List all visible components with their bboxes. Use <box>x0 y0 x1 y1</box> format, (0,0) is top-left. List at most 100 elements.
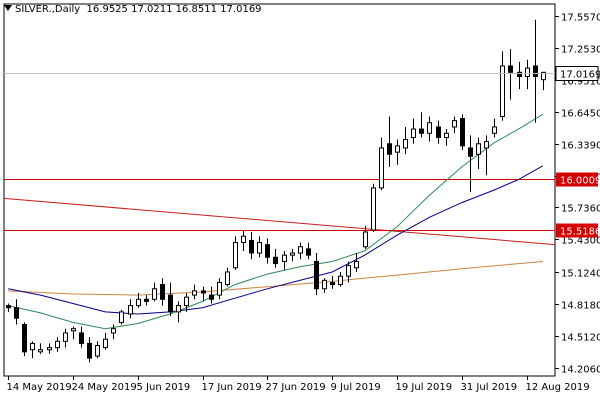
current-price-label: 17.0169 <box>560 70 600 81</box>
candle-body <box>209 294 214 300</box>
candle-body <box>476 143 481 155</box>
candle-body <box>460 118 465 147</box>
candle-body <box>87 342 92 359</box>
candle-body <box>330 281 335 286</box>
x-tick-label: 31 Jul 2019 <box>461 382 518 393</box>
y-tick-label: 15.1240 <box>561 269 600 280</box>
low-value: 16.8511 <box>175 4 217 15</box>
candle-body <box>144 298 149 302</box>
candle-body <box>184 296 189 307</box>
candle-body <box>298 246 303 254</box>
candle-body <box>363 231 368 248</box>
candle-body <box>419 128 424 134</box>
y-tick-label: 14.2060 <box>561 365 600 376</box>
candle-body <box>192 290 197 296</box>
candle-body <box>484 141 489 149</box>
candle-body <box>508 65 513 73</box>
y-tick-label: 17.5570 <box>561 13 600 24</box>
y-tick-label: 14.5120 <box>561 333 600 344</box>
candle-body <box>71 328 76 332</box>
candle-body <box>128 305 133 315</box>
candle-body <box>444 132 449 138</box>
candle-body <box>387 143 392 155</box>
chart-header: SILVER.,Daily 16.9525 17.0211 16.8511 17… <box>4 4 262 15</box>
symbol-dropdown-icon[interactable] <box>4 5 12 11</box>
candle-body <box>541 71 546 81</box>
candle-body <box>306 248 311 256</box>
candle-body <box>436 126 441 138</box>
candle-body <box>111 328 116 334</box>
level-label: 15.5186 <box>560 227 600 238</box>
x-tick-label: 9 Jul 2019 <box>331 382 381 393</box>
y-tick-label: 17.2530 <box>561 45 600 56</box>
candle-body <box>371 187 376 231</box>
candle-body <box>322 279 327 290</box>
candle-body <box>119 311 124 323</box>
candle-body <box>403 139 408 149</box>
candle-body <box>395 145 400 153</box>
y-tick-label: 14.8180 <box>561 301 600 312</box>
level-label: 16.0009 <box>560 176 600 187</box>
candle-body <box>265 244 270 258</box>
candle-body <box>354 260 359 269</box>
candle-body <box>103 338 108 349</box>
candle-body <box>314 260 319 290</box>
close-value: 17.0169 <box>220 4 262 15</box>
candle-body <box>411 128 416 138</box>
candle-body <box>290 252 295 256</box>
trend-line <box>3 197 556 246</box>
candle-body <box>152 288 157 300</box>
x-tick-label: 5 Jun 2019 <box>137 382 191 393</box>
x-tick-label: 14 May 2019 <box>7 382 72 393</box>
x-tick-label: 27 Jun 2019 <box>266 382 326 393</box>
candle-body <box>14 307 19 319</box>
candle-body <box>500 65 505 117</box>
candle-body <box>233 242 238 269</box>
candle-body <box>468 147 473 157</box>
candle-body <box>217 281 222 296</box>
candle-body <box>427 122 432 134</box>
candle-body <box>160 284 165 300</box>
level-label-box <box>556 223 598 238</box>
candle-body <box>79 332 84 344</box>
plot-frame <box>3 3 556 377</box>
candle-body <box>525 67 530 78</box>
moving-average-blue <box>8 165 544 315</box>
x-tick-label: 24 May 2019 <box>72 382 137 393</box>
current-price-box <box>555 66 599 81</box>
x-tick-label: 19 Jul 2019 <box>396 382 453 393</box>
candle-body <box>95 345 100 357</box>
candle-body <box>38 349 43 353</box>
candle-body <box>492 126 497 134</box>
y-tick-label: 16.6450 <box>561 109 600 120</box>
candle-body <box>225 271 230 286</box>
candle-body <box>30 342 35 351</box>
y-tick-label: 15.4300 <box>561 236 600 247</box>
y-tick-label: 16.3390 <box>561 141 600 152</box>
y-tick-label: 16.9510 <box>561 77 600 88</box>
candle-body <box>346 265 351 277</box>
y-tick-label: 15.7360 <box>561 204 600 215</box>
candle-body <box>201 290 206 294</box>
x-tick-label: 12 Aug 2019 <box>526 382 590 393</box>
moving-average-brown <box>8 261 543 296</box>
symbol-label: SILVER.,Daily <box>15 4 81 15</box>
candle-body <box>6 305 11 309</box>
candle-body <box>168 294 173 313</box>
candle-body <box>533 65 538 78</box>
open-value: 16.9525 <box>86 4 128 15</box>
candle-body <box>517 71 522 78</box>
candle-body <box>63 332 68 342</box>
candle-body <box>47 347 52 351</box>
candle-body <box>55 340 60 349</box>
candle-body <box>136 298 141 307</box>
candle-body <box>379 147 384 189</box>
candle-body <box>452 120 457 128</box>
moving-average-green <box>7 113 544 330</box>
candle-body <box>22 324 27 353</box>
candle-body <box>176 305 181 313</box>
candle-body <box>273 256 278 265</box>
level-label-box <box>556 172 598 187</box>
candle-body <box>249 239 254 254</box>
